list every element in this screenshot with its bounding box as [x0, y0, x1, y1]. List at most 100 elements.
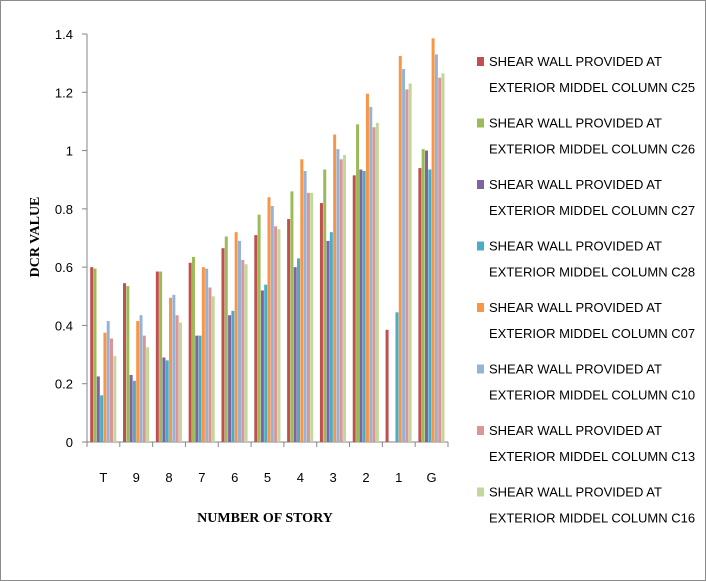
bar: [270, 205, 274, 442]
legend-item: SHEAR WALL PROVIDED AT EXTERIOR MIDDEL CO…: [477, 300, 695, 341]
legend-label: SHEAR WALL PROVIDED AT: [489, 116, 662, 131]
bar: [369, 106, 373, 443]
bar: [205, 268, 209, 442]
legend-label: SHEAR WALL PROVIDED AT: [489, 239, 662, 254]
bar: [198, 335, 202, 442]
legend-swatch: [477, 426, 484, 435]
bar: [132, 380, 136, 442]
bar: [136, 321, 140, 442]
bar: [365, 93, 369, 443]
bar: [405, 89, 409, 443]
x-tick-label: 3: [330, 470, 337, 485]
legend-label: EXTERIOR MIDDEL COLUMN C07: [489, 326, 695, 341]
plot-area: 0 0.2 0.4 0.6 0.8 1 1.2 1.4 T 9 8 7 6 5 4 3 2 1 G: [55, 27, 449, 485]
bar: [287, 219, 291, 442]
legend-label: EXTERIOR MIDDEL COLUMN C26: [489, 142, 695, 157]
bar: [201, 267, 205, 442]
bar: [241, 259, 245, 442]
bar: [385, 329, 389, 442]
bar: [356, 124, 360, 442]
bar: [139, 315, 143, 442]
y-tick-label: 0.4: [55, 318, 73, 333]
bar: [408, 83, 412, 442]
legend-item: SHEAR WALL PROVIDED AT EXTERIOR MIDDEL CO…: [477, 423, 695, 464]
bar: [428, 169, 432, 442]
y-tick-label: 1.2: [55, 85, 73, 100]
legend-swatch: [477, 118, 484, 128]
legend-label: EXTERIOR MIDDEL COLUMN C13: [489, 449, 695, 464]
bar: [303, 170, 307, 442]
bar: [208, 287, 212, 442]
legend-item: SHEAR WALL PROVIDED AT EXTERIOR MIDDEL CO…: [477, 362, 695, 403]
bar: [310, 192, 314, 442]
bar: [178, 322, 182, 442]
legend-label: EXTERIOR MIDDEL COLUMN C10: [489, 388, 695, 403]
bar: [441, 73, 445, 442]
bar: [323, 169, 327, 442]
bar: [162, 357, 166, 442]
bar: [159, 271, 163, 442]
bar: [329, 232, 333, 442]
legend-label: SHEAR WALL PROVIDED AT: [489, 423, 662, 438]
bar: [290, 191, 294, 442]
legend-swatch: [477, 241, 484, 251]
bar: [188, 262, 192, 442]
bar: [339, 159, 343, 442]
bar: [123, 283, 127, 442]
x-tick-label: 4: [297, 470, 304, 485]
y-tick-label: 0.2: [55, 377, 73, 392]
bar: [228, 315, 232, 442]
legend: SHEAR WALL PROVIDED AT EXTERIOR MIDDEL CO…: [477, 54, 695, 526]
bar: [146, 347, 150, 442]
bar: [434, 54, 438, 443]
legend-label: SHEAR WALL PROVIDED AT: [489, 177, 662, 192]
legend-swatch: [477, 57, 484, 66]
legend-label: SHEAR WALL PROVIDED AT: [489, 362, 662, 377]
bar: [93, 268, 97, 442]
bar: [264, 284, 268, 442]
bar: [277, 229, 281, 442]
bar: [418, 168, 422, 442]
bar: [237, 240, 241, 442]
bar: [224, 236, 228, 442]
bar: [343, 154, 347, 442]
bar: [424, 150, 428, 442]
legend-swatch: [477, 180, 484, 189]
legend-item: SHEAR WALL PROVIDED AT EXTERIOR MIDDEL CO…: [477, 177, 695, 218]
bar: [110, 338, 114, 442]
legend-swatch: [477, 303, 484, 312]
legend-label: EXTERIOR MIDDEL COLUMN C25: [489, 80, 695, 95]
legend-label: EXTERIOR MIDDEL COLUMN C16: [489, 511, 695, 526]
bar: [175, 315, 179, 442]
y-tick-label: 1: [66, 144, 73, 159]
bar: [398, 55, 402, 443]
bar: [113, 356, 117, 442]
bar: [172, 294, 176, 442]
bar: [372, 127, 376, 442]
bar: [142, 335, 146, 442]
bar: [155, 271, 159, 442]
x-tick-label: 8: [165, 470, 172, 485]
bar: [402, 68, 406, 442]
legend-item: SHEAR WALL PROVIDED AT EXTERIOR MIDDEL CO…: [477, 54, 695, 95]
bar: [326, 240, 330, 442]
x-tick-label: T: [99, 470, 107, 485]
bar: [336, 149, 340, 443]
bar: [421, 149, 425, 443]
bar: [333, 134, 337, 443]
bar: [267, 197, 271, 442]
bar: [169, 297, 173, 442]
legend-label: EXTERIOR MIDDEL COLUMN C28: [489, 265, 695, 280]
legend-label: SHEAR WALL PROVIDED AT: [489, 54, 662, 69]
bar: [359, 169, 363, 442]
bar: [352, 175, 356, 442]
legend-swatch: [477, 364, 484, 374]
x-tick-label: G: [427, 470, 437, 485]
bar: [165, 360, 169, 442]
bar: [297, 258, 301, 442]
bar: [274, 226, 278, 442]
y-axis-title: DCR VALUE: [28, 197, 43, 278]
bar: [395, 312, 399, 442]
bar: [306, 192, 310, 442]
